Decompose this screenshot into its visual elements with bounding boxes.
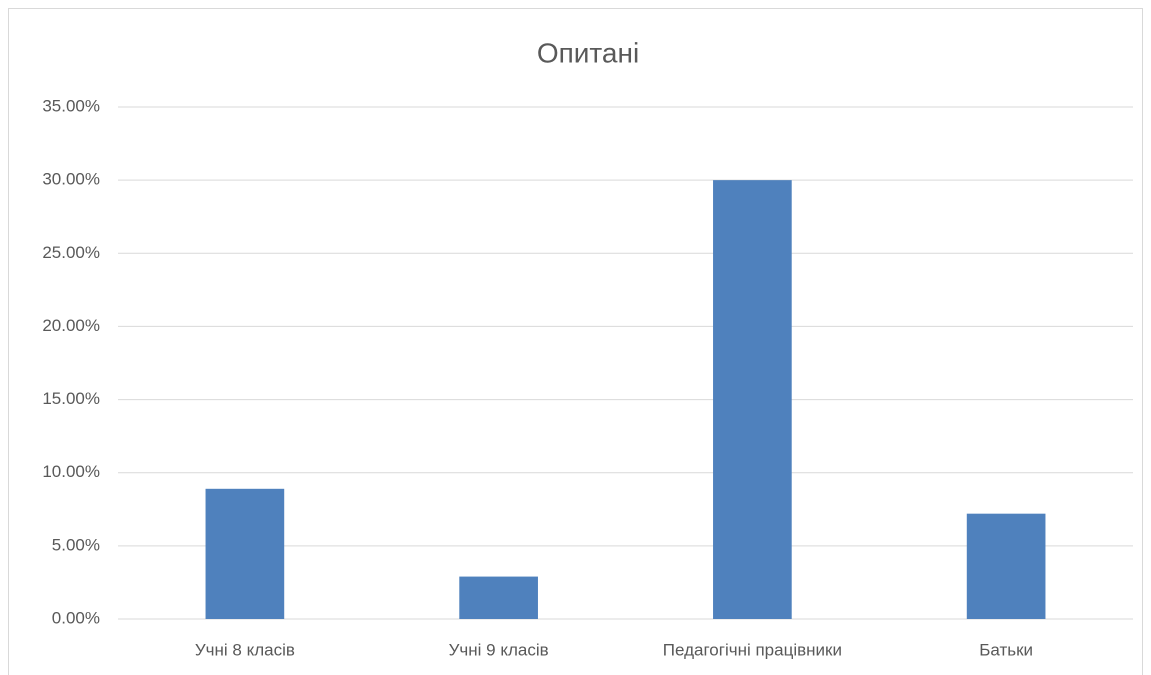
chart-title: Опитані — [537, 37, 639, 68]
y-tick-label: 20.00% — [42, 316, 100, 335]
x-tick-label: Педагогічні працівники — [663, 640, 842, 659]
bar — [713, 180, 792, 619]
y-tick-label: 35.00% — [42, 96, 100, 115]
y-tick-label: 0.00% — [52, 608, 100, 627]
chart-frame — [8, 8, 1143, 675]
x-tick-label: Учні 8 класів — [195, 640, 295, 659]
x-tick-label: Батьки — [979, 640, 1033, 659]
bar — [205, 488, 285, 619]
bar — [966, 513, 1046, 619]
y-tick-label: 30.00% — [42, 170, 100, 189]
x-tick-label: Учні 9 класів — [449, 640, 549, 659]
y-tick-label: 10.00% — [42, 462, 100, 481]
y-tick-label: 5.00% — [52, 535, 100, 554]
bar — [459, 576, 538, 619]
y-tick-label: 15.00% — [42, 389, 100, 408]
y-tick-label: 25.00% — [42, 243, 100, 262]
